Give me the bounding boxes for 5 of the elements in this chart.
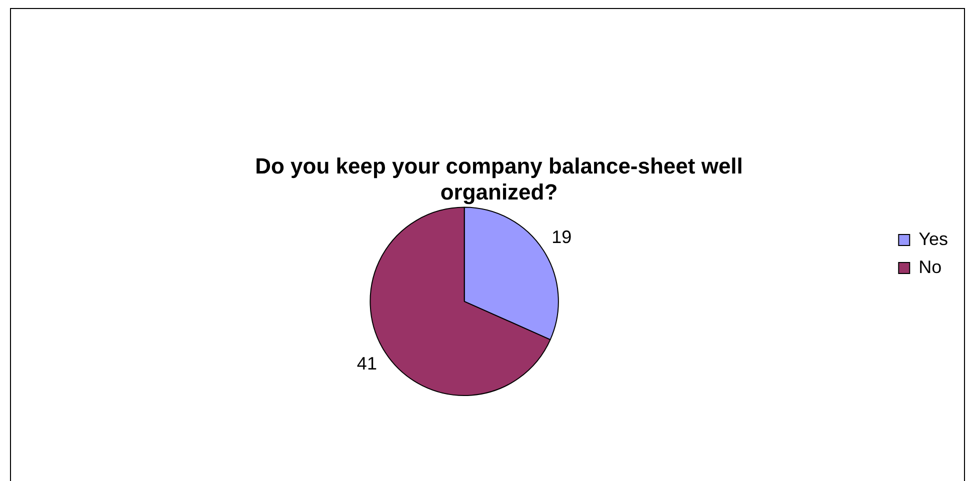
chart-title: Do you keep your company balance-sheet well organized? — [255, 153, 743, 205]
data-label: 41 — [356, 354, 377, 374]
legend-label: No — [918, 256, 942, 277]
legend-label: Yes — [918, 228, 948, 249]
data-label: 19 — [552, 227, 572, 248]
